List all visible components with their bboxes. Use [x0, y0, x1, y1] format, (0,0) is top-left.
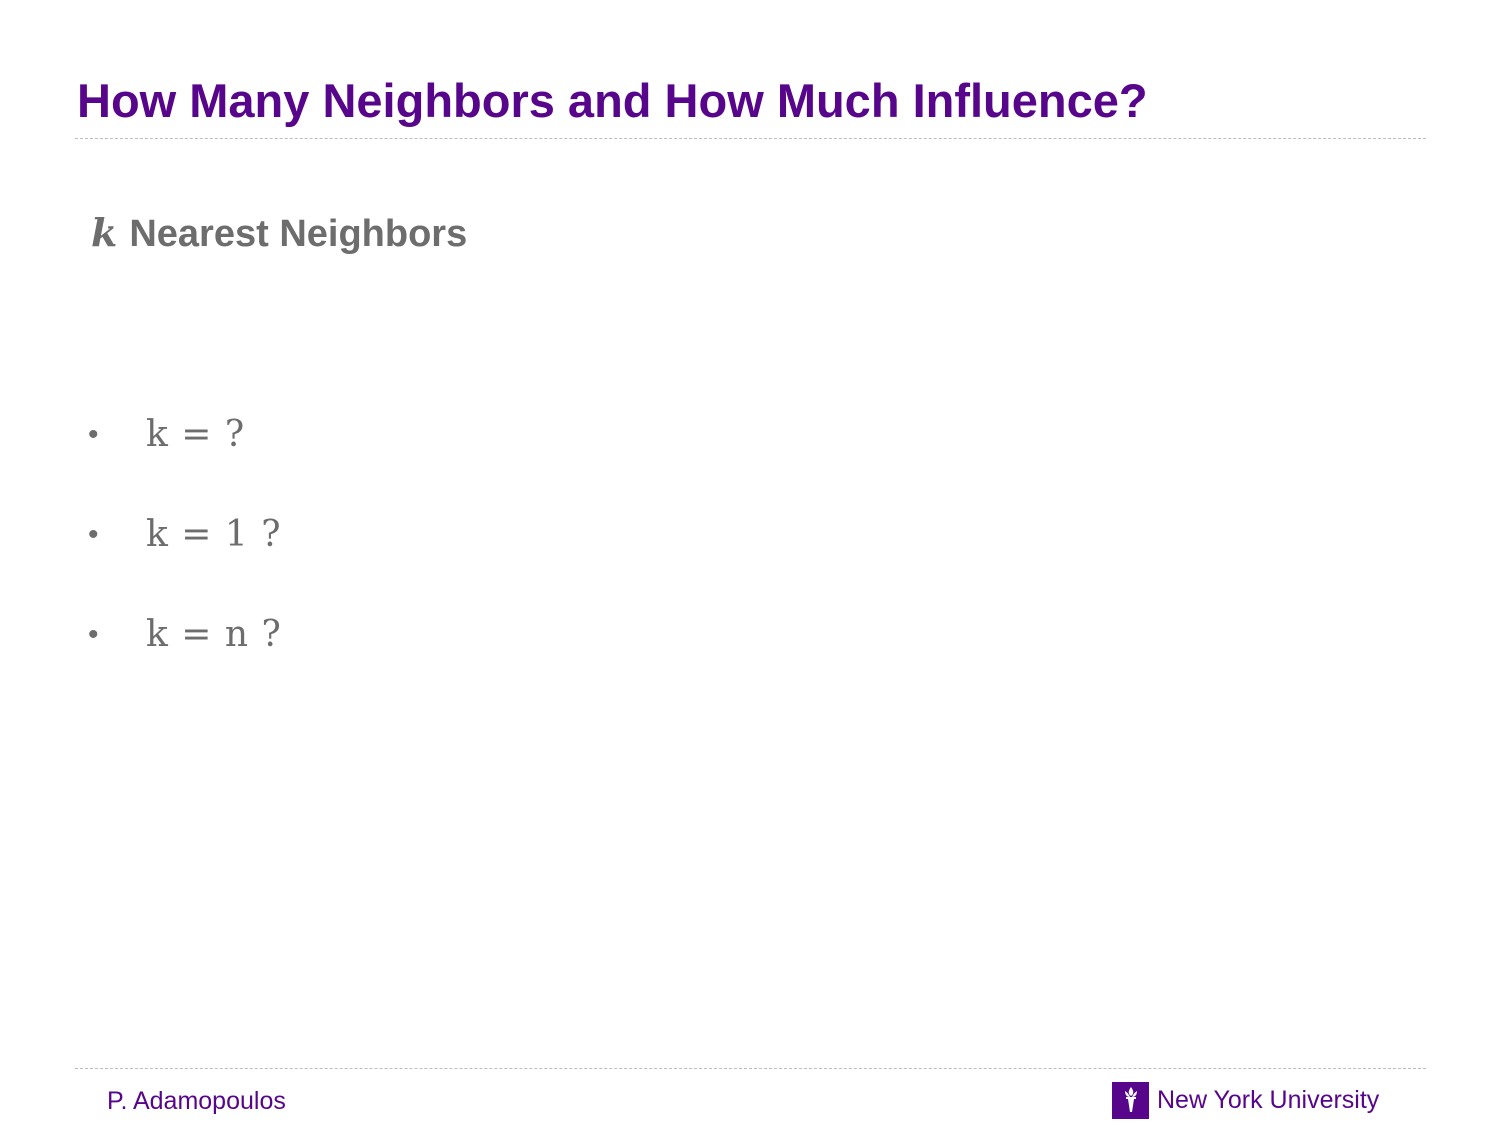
title-divider: [75, 138, 1426, 139]
footer-divider: [75, 1068, 1426, 1069]
heading-text: Nearest Neighbors: [129, 213, 468, 255]
slide-title: How Many Neighbors and How Much Influenc…: [77, 74, 1148, 127]
bullet-marker: •: [88, 618, 99, 651]
nyu-logo: New York University: [1112, 1081, 1379, 1119]
bullet-expression: k = 1 ?: [146, 514, 282, 555]
bullet-expression: k = ?: [146, 414, 246, 455]
footer-author: P. Adamopoulos: [107, 1087, 286, 1115]
section-heading: k Nearest Neighbors: [91, 208, 467, 259]
heading-variable: k: [91, 210, 118, 255]
bullet-marker: •: [88, 418, 99, 451]
bullet-marker: •: [88, 518, 99, 551]
torch-icon: [1112, 1081, 1149, 1119]
footer-institution: New York University: [1157, 1086, 1380, 1114]
bullet-expression: k = n ?: [146, 614, 282, 655]
